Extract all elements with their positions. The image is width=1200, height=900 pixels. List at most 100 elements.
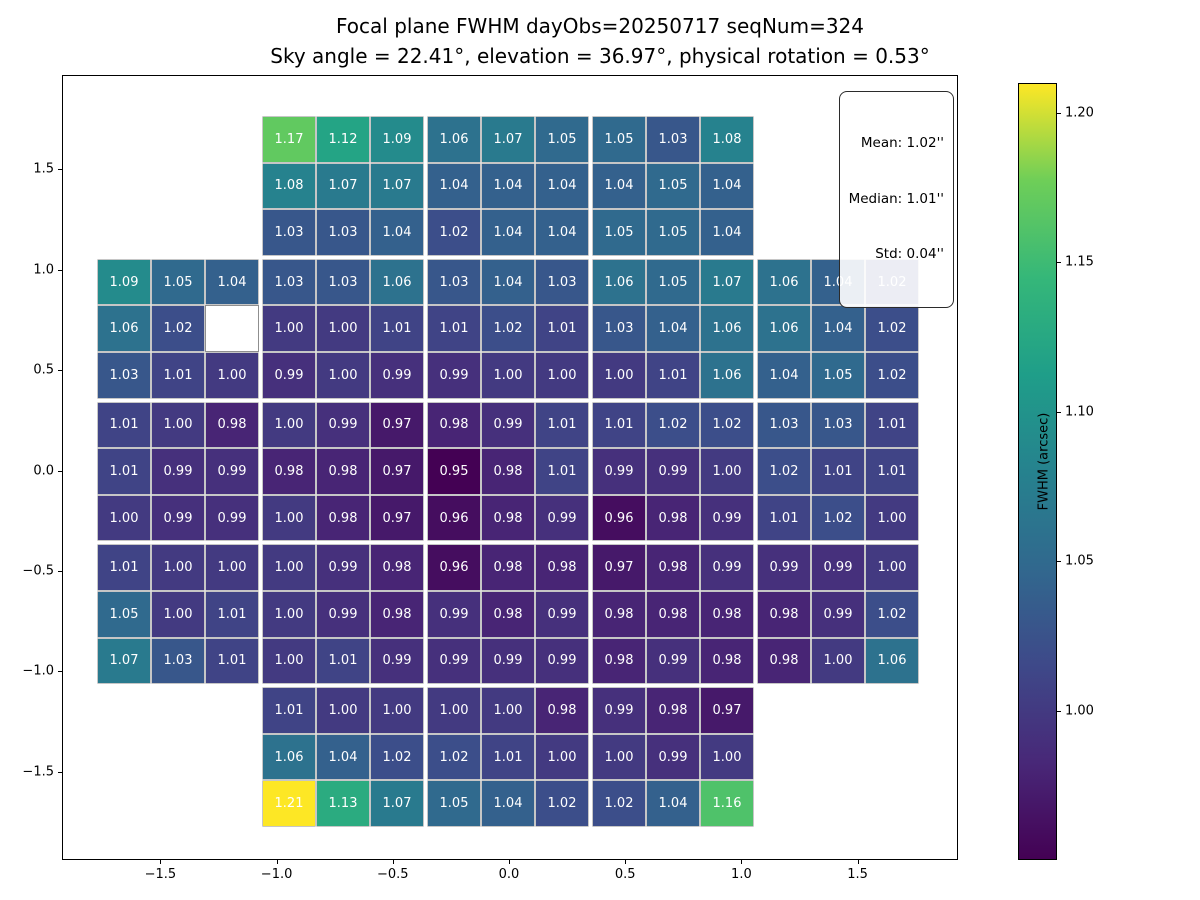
heatmap-cell: 0.99 (593, 449, 645, 494)
heatmap-cell: 1.02 (647, 402, 699, 448)
x-tick-label: −1.5 (144, 867, 177, 882)
heatmap-cell: 1.03 (317, 259, 369, 305)
heatmap-cell: 1.01 (428, 306, 480, 351)
heatmap-cell: 1.00 (593, 353, 645, 398)
heatmap-cell: 0.99 (206, 449, 258, 494)
y-tick-mark (58, 771, 62, 773)
heatmap-cell: 1.00 (317, 306, 369, 351)
colorbar-tick-mark (1057, 112, 1061, 114)
heatmap-cell: 1.03 (647, 117, 699, 162)
heatmap-cell: 0.98 (593, 592, 645, 637)
heatmap-cell: 1.00 (536, 734, 588, 780)
heatmap-cell: 1.02 (152, 306, 204, 351)
heatmap-cell: 0.99 (317, 402, 369, 448)
heatmap-cell: 0.98 (701, 592, 753, 637)
heatmap-cell: 1.01 (482, 734, 534, 780)
heatmap-cell: 1.06 (371, 259, 423, 305)
heatmap-cell: 0.98 (482, 449, 534, 494)
heatmap-cell: 0.97 (593, 545, 645, 590)
heatmap-cell: 1.08 (701, 117, 753, 162)
colorbar-axis-label: FWHM (arcsec) (1036, 412, 1052, 510)
heatmap-cell: 1.21 (263, 781, 315, 826)
stats-box: Mean: 1.02'' Median: 1.01'' Std: 0.04'' (838, 91, 954, 308)
heatmap-cell: 1.00 (866, 495, 918, 541)
heatmap-cell: 0.96 (593, 495, 645, 541)
heatmap-cell: 1.04 (701, 210, 753, 255)
heatmap-cell: 1.04 (371, 210, 423, 255)
heatmap-cell: 1.05 (593, 117, 645, 162)
page-title: Focal plane FWHM dayObs=20250717 seqNum=… (336, 14, 864, 38)
heatmap-cell: 0.95 (428, 449, 480, 494)
stats-median: Median: 1.01'' (848, 190, 944, 207)
heatmap-cell: 0.99 (482, 402, 534, 448)
heatmap-cell: 1.01 (536, 306, 588, 351)
heatmap-cell: 1.03 (758, 402, 810, 448)
heatmap-cell: 1.04 (482, 259, 534, 305)
colorbar-tick-mark (1057, 411, 1061, 413)
heatmap-cell: 1.09 (98, 259, 150, 305)
y-tick-label: −1.5 (22, 764, 54, 780)
x-tick-mark (625, 860, 627, 864)
heatmap-cell: 1.04 (812, 306, 864, 351)
heatmap-cell: 1.00 (317, 353, 369, 398)
heatmap-cell: 1.02 (866, 592, 918, 637)
heatmap-cell: 1.07 (371, 781, 423, 826)
heatmap-cell: 1.04 (206, 259, 258, 305)
x-tick-mark (509, 860, 510, 864)
heatmap-cell: 1.01 (536, 402, 588, 448)
heatmap-cell: 0.98 (647, 688, 699, 733)
heatmap-cell: 0.99 (263, 353, 315, 398)
y-tick-label: 1.5 (33, 161, 54, 177)
heatmap-cell: 1.00 (263, 638, 315, 684)
heatmap-cell: 1.01 (263, 688, 315, 733)
heatmap-cell: 0.98 (536, 688, 588, 733)
heatmap-cell: 1.04 (482, 163, 534, 209)
heatmap-cell: 1.03 (152, 638, 204, 684)
colorbar-tick-label: 1.20 (1065, 105, 1094, 121)
heatmap-cell: 1.00 (98, 495, 150, 541)
y-tick-label: −1.0 (22, 663, 54, 679)
heatmap-cell: 0.99 (812, 592, 864, 637)
heatmap-cell: 1.01 (206, 592, 258, 637)
heatmap-cell: 0.99 (647, 638, 699, 684)
heatmap-cell: 1.00 (371, 688, 423, 733)
heatmap-cell: 1.05 (647, 259, 699, 305)
heatmap-cell: 1.06 (866, 638, 918, 684)
heatmap-cell: 0.98 (371, 545, 423, 590)
heatmap-cell: 0.99 (812, 545, 864, 590)
heatmap-cell: 1.06 (758, 259, 810, 305)
heatmap-cell: 1.00 (152, 545, 204, 590)
heatmap-cell: 1.04 (593, 163, 645, 209)
heatmap-cell: 1.00 (701, 734, 753, 780)
heatmap-cell: 1.06 (701, 306, 753, 351)
heatmap-cell: 1.04 (428, 163, 480, 209)
heatmap-cell: 0.96 (428, 545, 480, 590)
x-tick-label: 0.0 (498, 867, 520, 882)
heatmap-cell: 0.99 (536, 638, 588, 684)
heatmap-cell: 0.98 (593, 638, 645, 684)
heatmap-cell: 0.99 (647, 449, 699, 494)
heatmap-cell: 0.99 (701, 495, 753, 541)
heatmap-cell: 0.98 (482, 592, 534, 637)
heatmap-cell: 0.98 (647, 495, 699, 541)
heatmap-cell: 1.00 (263, 495, 315, 541)
heatmap-cell: 1.00 (206, 353, 258, 398)
heatmap-cell: 0.99 (701, 545, 753, 590)
heatmap-cell: 1.03 (263, 259, 315, 305)
heatmap-cell: 1.03 (317, 210, 369, 255)
heatmap-cell: 1.00 (701, 449, 753, 494)
x-tick-mark (857, 860, 859, 864)
heatmap-cell: 1.01 (536, 449, 588, 494)
heatmap-cell: 0.99 (428, 592, 480, 637)
colorbar-tick-label: 1.00 (1065, 703, 1094, 719)
heatmap-cell: 1.02 (758, 449, 810, 494)
x-tick-mark (392, 860, 394, 864)
heatmap-cell: 1.01 (812, 449, 864, 494)
heatmap-cell: 0.96 (428, 495, 480, 541)
heatmap-cell: 0.97 (371, 495, 423, 541)
y-tick-mark (58, 169, 62, 171)
y-tick-mark (58, 470, 62, 472)
y-tick-label: 0.0 (33, 463, 54, 478)
heatmap-cell: 1.00 (263, 402, 315, 448)
